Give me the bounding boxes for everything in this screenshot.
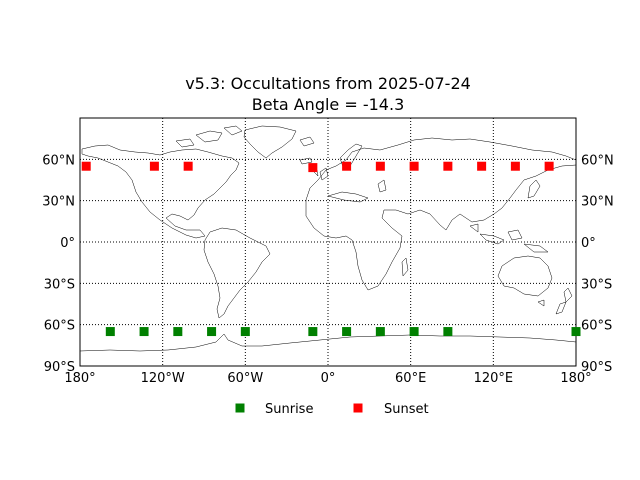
y-tick-label-left-60degs: 60°S	[44, 319, 75, 334]
sunrise-marker	[240, 327, 250, 337]
sunset-marker	[510, 161, 520, 171]
legend-swatch-sunrise	[235, 403, 245, 413]
sunset-marker	[544, 161, 554, 171]
sunrise-marker	[207, 327, 217, 337]
sunrise-marker	[443, 327, 453, 337]
y-tick-label-left-0deg: 0°	[60, 236, 75, 251]
y-tick-label-right-30degn: 30°N	[581, 195, 614, 210]
y-tick-label-right-60degn: 60°N	[581, 153, 614, 168]
x-tick-label-60degw: 60°W	[227, 371, 263, 386]
coastline-greenland	[243, 125, 297, 159]
coastline-arctic-islands	[175, 125, 315, 148]
map-plot-area	[79, 117, 581, 367]
sunset-marker	[477, 161, 487, 171]
x-tick-label-180deg: 180°	[64, 371, 95, 386]
latitude-tick-labels-right: 60°N 30°N 0° 30°S 60°S 90°S	[581, 153, 614, 375]
sunset-marker	[342, 161, 352, 171]
y-tick-label-right-30degs: 30°S	[581, 277, 612, 292]
legend-label-sunrise: Sunrise	[265, 402, 313, 417]
x-tick-label-120degw: 120°W	[141, 371, 185, 386]
sunrise-marker	[375, 327, 385, 337]
x-tick-label-180deg: 180°	[560, 371, 591, 386]
sunrise-marker	[173, 327, 183, 337]
x-tick-label-120dege: 120°E	[474, 371, 514, 386]
y-tick-label-right-60degs: 60°S	[581, 319, 612, 334]
longitude-tick-labels: 180° 120°W 60°W 0° 60°E 120°E 180°	[64, 371, 591, 386]
coastline-madagascar	[401, 257, 409, 277]
chart-title: v5.3: Occultations from 2025-07-24	[185, 74, 471, 93]
y-tick-label-left-30degs: 30°S	[44, 277, 75, 292]
sunset-marker	[409, 161, 419, 171]
sunrise-marker	[409, 327, 419, 337]
sunset-marker	[183, 161, 193, 171]
sunset-marker	[375, 161, 385, 171]
legend-swatch-sunset	[353, 403, 363, 413]
coastline-japan	[527, 179, 541, 199]
graticule	[80, 118, 576, 366]
y-tick-label-left-90degs: 90°S	[44, 360, 75, 375]
coastline-australia	[497, 255, 553, 307]
occultation-markers	[81, 161, 581, 337]
coastline-new-zealand	[555, 287, 573, 315]
sunset-marker	[81, 161, 91, 171]
sunset-marker	[149, 161, 159, 171]
chart-subtitle: Beta Angle = -14.3	[252, 95, 405, 114]
y-tick-label-right-90degs: 90°S	[581, 360, 612, 375]
sunrise-marker	[105, 327, 115, 337]
coastline-north-america	[81, 144, 240, 239]
sunset-marker	[443, 161, 453, 171]
x-tick-label-0deg: 0°	[321, 371, 336, 386]
sunrise-marker	[571, 327, 581, 337]
y-tick-label-left-30degn: 30°N	[42, 195, 75, 210]
coastline-eurasia-africa	[305, 137, 577, 291]
sunrise-marker	[139, 327, 149, 337]
sunrise-marker	[308, 327, 318, 337]
legend-label-sunset: Sunset	[384, 402, 429, 417]
coastline-inland-seas	[327, 179, 387, 203]
x-tick-label-60dege: 60°E	[395, 371, 426, 386]
legend: Sunrise Sunset	[235, 402, 429, 417]
sunrise-marker	[342, 327, 352, 337]
latitude-tick-labels-left: 60°N 30°N 0° 30°S 60°S 90°S	[42, 153, 75, 375]
y-tick-label-left-60degn: 60°N	[42, 153, 75, 168]
coastline-antarctica	[79, 333, 577, 352]
sunset-marker	[308, 163, 318, 173]
y-tick-label-right-0deg: 0°	[581, 236, 596, 251]
